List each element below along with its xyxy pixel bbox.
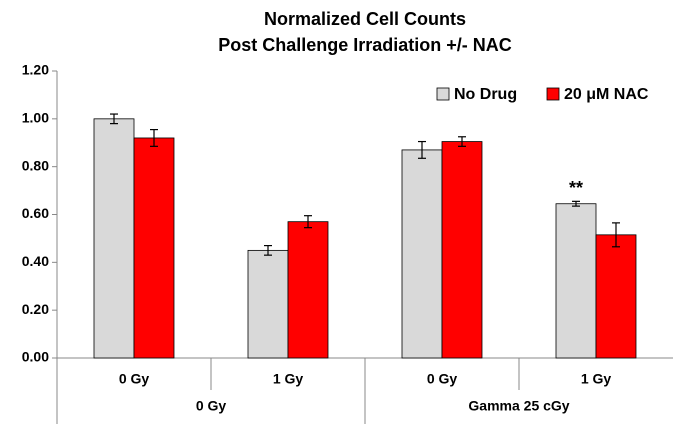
x-tick-label: 1 Gy: [581, 371, 612, 387]
y-tick-label: 0.40: [22, 253, 49, 269]
bar: [133, 137, 175, 359]
y-tick-label: 0.00: [22, 349, 49, 365]
legend-swatch: [436, 87, 450, 101]
bar: [441, 141, 483, 359]
bar: [247, 249, 289, 359]
group-label: Gamma 25 cGy: [468, 398, 569, 414]
chart-title: Normalized Cell Counts: [264, 9, 466, 29]
y-tick-label: 0.60: [22, 205, 49, 221]
bar: [401, 149, 443, 359]
x-tick-label: 1 Gy: [273, 371, 304, 387]
x-tick-label: 0 Gy: [427, 371, 458, 387]
y-tick-label: 0.80: [22, 157, 49, 173]
bar: [287, 221, 329, 359]
y-tick-label: 1.20: [22, 62, 49, 78]
bar: [595, 234, 637, 359]
y-tick-label: 1.00: [22, 110, 49, 126]
bar: [555, 203, 597, 359]
y-tick-label: 0.20: [22, 301, 49, 317]
group-label: 0 Gy: [196, 398, 227, 414]
legend-label: 20 μM NAC: [564, 86, 649, 103]
bar: [93, 118, 135, 359]
legend-swatch: [546, 87, 560, 101]
chart-subtitle: Post Challenge Irradiation +/- NAC: [218, 35, 512, 55]
legend-label: No Drug: [454, 86, 517, 103]
x-tick-label: 0 Gy: [119, 371, 150, 387]
annotation: **: [569, 178, 583, 198]
